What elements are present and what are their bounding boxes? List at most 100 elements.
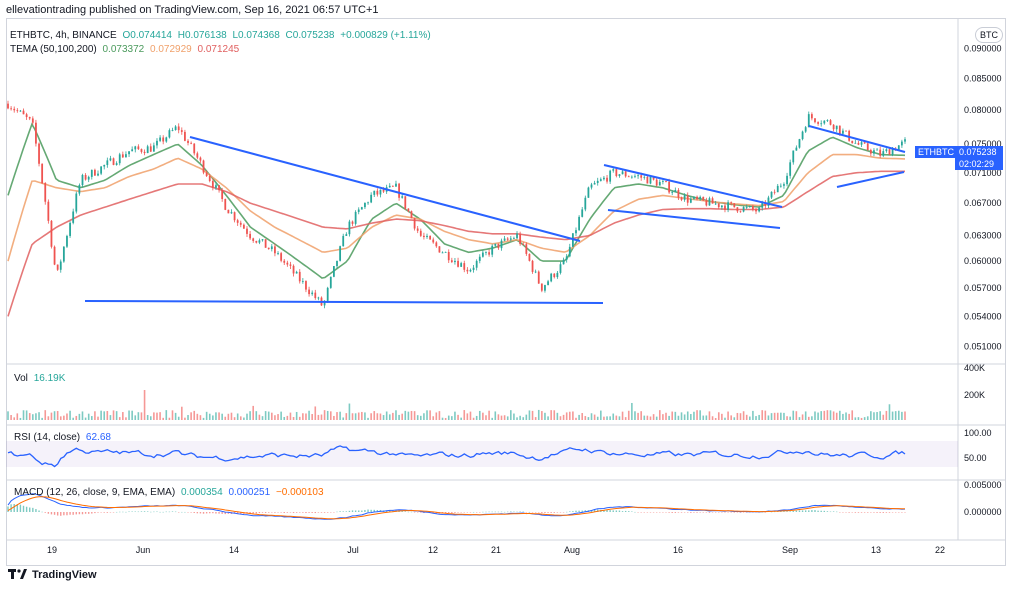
volume-bar [680, 412, 683, 420]
macd-histogram-bar [541, 512, 543, 513]
candle-body [215, 185, 217, 188]
volume-bar [413, 411, 416, 420]
macd-histogram-bar [665, 512, 667, 513]
trendline-pennant-bottom[interactable] [836, 171, 905, 188]
candle-body [460, 263, 463, 267]
macd-histogram-bar [373, 509, 375, 512]
candle-body [677, 190, 680, 198]
macd-histogram-bar [867, 512, 869, 513]
macd-histogram-bar [870, 512, 872, 513]
macd-histogram-bar [814, 510, 816, 512]
candle-body [236, 220, 239, 223]
symbol-legend[interactable]: ETHBTC, 4h, BINANCE O0.074414 H0.076138 … [10, 30, 431, 41]
volume-bar [491, 417, 493, 420]
volume-bar [823, 410, 826, 420]
candle-body [125, 154, 127, 158]
candle-body [556, 272, 559, 278]
volume-bar [441, 417, 444, 420]
candle-body [869, 149, 872, 154]
macd-histogram-bar [66, 512, 68, 516]
volume-bar [578, 414, 580, 420]
candle-body [298, 271, 301, 282]
tema-legend[interactable]: TEMA (50,100,200) 0.073372 0.072929 0.07… [10, 44, 239, 55]
volume-bar [329, 411, 332, 420]
trendline-descending-main[interactable] [189, 136, 581, 242]
macd-histogram-bar [205, 512, 208, 514]
macd-histogram-bar [479, 512, 481, 513]
volume-bar [280, 411, 282, 420]
candle-body [59, 261, 62, 270]
macd-histogram-bar [22, 505, 25, 512]
currency-badge[interactable]: BTC [975, 27, 1003, 43]
volume-bar [326, 410, 329, 420]
candle-body [742, 207, 745, 212]
macd-histogram-bar [631, 511, 633, 512]
macd-histogram-bar [901, 512, 903, 513]
price-tick-label: 0.080000 [964, 105, 1002, 115]
volume-bar [658, 410, 661, 420]
macd-histogram-bar [13, 504, 15, 512]
volume-bar [721, 413, 723, 420]
macd-histogram-bar [367, 509, 369, 512]
volume-bar [652, 414, 655, 420]
candle-body [897, 145, 900, 151]
macd-histogram-bar [280, 512, 282, 513]
candle-body [28, 117, 31, 119]
macd-histogram-bar [668, 512, 670, 513]
macd-histogram-bar [140, 511, 143, 512]
volume-bar [199, 415, 202, 420]
candle-body [78, 185, 81, 194]
macd-histogram-bar [342, 511, 344, 512]
macd-histogram-bar [348, 510, 351, 512]
candle-body [497, 243, 500, 249]
footer-brand[interactable]: TradingView [8, 569, 97, 581]
volume-bar [730, 415, 732, 420]
trendline-flag-top[interactable] [603, 164, 783, 208]
trendlines[interactable] [84, 125, 906, 304]
volume-bar [97, 416, 99, 420]
trendline-support[interactable] [84, 300, 604, 304]
volume-bar [662, 414, 664, 420]
macd-histogram-bar [277, 512, 279, 513]
volume-bars [7, 390, 906, 420]
macd-histogram-bar [187, 512, 189, 513]
candle-body [90, 169, 93, 177]
candle-body [404, 196, 407, 209]
volume-bar [227, 413, 230, 420]
macd-histogram-bar [500, 511, 503, 513]
macd-histogram-bar [119, 511, 121, 513]
volume-bar [804, 411, 807, 420]
macd-histogram-bar [221, 512, 223, 514]
sub-pane-axes: 400K 200K 100.00 50.00 0.005000 0.000000 [964, 363, 1002, 517]
candle-body [115, 163, 118, 165]
macd-histogram-bar [370, 509, 372, 512]
rsi-legend[interactable]: RSI (14, close) 62.68 [14, 432, 111, 443]
macd-legend[interactable]: MACD (12, 26, close, 9, EMA, EMA) 0.0003… [14, 487, 324, 498]
macd-histogram-bar [181, 511, 183, 513]
publisher-line: ellevationtrading published on TradingVi… [6, 4, 379, 16]
macd-histogram-bar [199, 512, 202, 514]
trendline-flag-bottom[interactable] [607, 209, 781, 229]
candle-body [838, 125, 841, 134]
volume-bar [146, 415, 149, 420]
trendline-pennant-top[interactable] [808, 125, 906, 153]
candle-body [345, 234, 348, 236]
macd-histogram-bar [63, 512, 65, 516]
macd-histogram-bar [690, 512, 692, 513]
price-tick-label: 0.075000 [964, 139, 1002, 149]
rsi-series [7, 445, 906, 468]
macd-histogram-bar [115, 511, 118, 513]
volume-bar [671, 411, 674, 420]
volume-bar [631, 402, 633, 420]
volume-bar [624, 417, 627, 420]
candle-body [267, 247, 270, 250]
volume-bar [267, 411, 270, 420]
close-value: C0.075238 [285, 30, 335, 41]
macd-histogram-bar [770, 511, 773, 513]
volume-legend[interactable]: Vol 16.19K [14, 373, 65, 384]
candle-body [876, 149, 878, 151]
macd-histogram-bar [746, 512, 748, 513]
volume-bar [28, 413, 31, 420]
rsi-value: 62.68 [85, 432, 111, 443]
